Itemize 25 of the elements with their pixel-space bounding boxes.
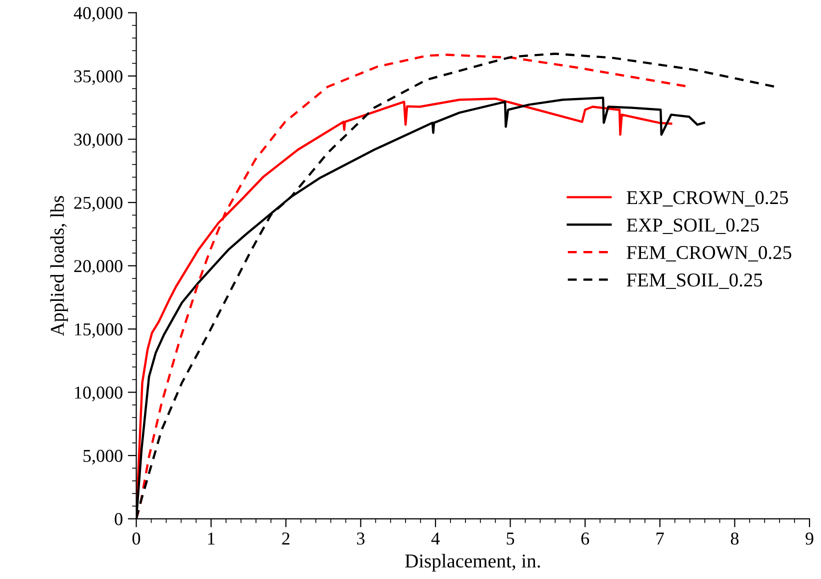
x-tick-label: 8 [730,532,739,545]
y-tick-label: 40,000 [74,6,122,22]
x-axis-title: Displacement, in. [405,554,540,572]
y-tick-label: 30,000 [74,134,122,148]
x-tick-label: 0 [132,532,140,545]
y-tick-label: 20,000 [74,260,122,275]
x-tick-label: 7 [656,532,664,545]
y-tick-label: 5,000 [84,450,122,465]
y-tick-label: 10,000 [75,386,122,402]
y-tick-label: 35,000 [74,70,122,86]
x-tick-label: 3 [357,532,364,545]
y-tick-label: 15,000 [75,323,122,338]
x-tick-label: 4 [431,532,440,545]
legend-label: EXP_CROWN_0.25 [626,191,788,206]
x-tick-label: 9 [806,532,814,545]
y-tick-label: 25,000 [74,196,122,212]
x-tick-label: 2 [282,532,290,545]
x-tick-label: 1 [208,532,215,545]
x-tick-label: 5 [506,532,514,545]
legend-label: FEM_CROWN_0.25 [626,246,792,262]
legend-label: FEM_SOIL_0.25 [626,273,762,289]
x-tick-label: 6 [581,532,590,545]
legend-label: EXP_SOIL_0.25 [626,218,759,234]
y-axis-title: Applied loads, lbs [50,196,68,336]
y-tick-label: 0 [114,513,122,526]
